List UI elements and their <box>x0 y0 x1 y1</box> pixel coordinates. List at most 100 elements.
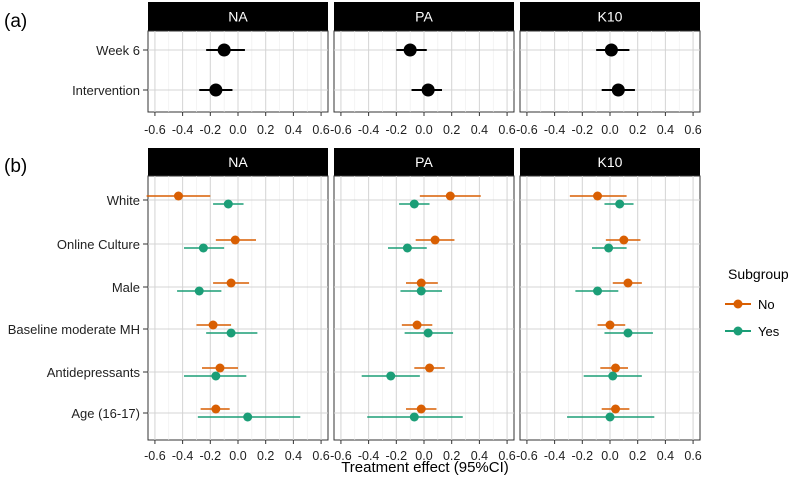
facet-label-b-na: NA <box>228 154 248 170</box>
x-tick-label: -0.4 <box>544 449 566 463</box>
point-estimate-yes <box>223 199 233 209</box>
point-estimate-yes <box>211 371 221 381</box>
x-tick-label: 0.6 <box>312 449 329 463</box>
point-estimate-yes <box>423 328 433 338</box>
x-tick-label: -0.4 <box>172 449 194 463</box>
point-estimate-no <box>605 320 615 330</box>
point-estimate-no <box>226 278 236 288</box>
point-estimate-yes <box>608 371 618 381</box>
y-category-label: Week 6 <box>96 43 140 58</box>
point-estimate-yes <box>386 371 396 381</box>
point-estimate-no <box>230 235 240 245</box>
x-tick-label: -0.6 <box>516 449 538 463</box>
point-estimate-no <box>416 404 426 414</box>
y-category-label: Age (16-17) <box>71 406 140 421</box>
point-estimate-yes <box>226 328 236 338</box>
x-tick-label: 0.6 <box>684 449 701 463</box>
x-tick-label: -0.2 <box>386 123 408 137</box>
point-estimate-no <box>619 235 629 245</box>
x-tick-label: 0.4 <box>657 123 674 137</box>
y-category-label: Baseline moderate MH <box>8 322 140 337</box>
facet-label-a-k10: K10 <box>598 9 623 25</box>
x-tick-label: 0.4 <box>471 449 488 463</box>
panel-label-b: (b) <box>4 156 27 177</box>
point-estimate-yes <box>604 243 614 253</box>
point-estimate-yes <box>605 412 615 422</box>
x-tick-label: -0.2 <box>386 449 408 463</box>
x-tick-label: 0.4 <box>285 123 302 137</box>
point-estimate-overall <box>403 43 417 57</box>
x-tick-label: 0.2 <box>443 449 460 463</box>
point-estimate-yes <box>623 328 633 338</box>
point-estimate-no <box>173 191 183 201</box>
point-estimate-yes <box>416 286 426 296</box>
y-category-label: Antidepressants <box>47 365 141 380</box>
facet-label-a-na: NA <box>228 9 248 25</box>
x-tick-label: -0.2 <box>200 123 222 137</box>
facet-strip-b-pa <box>334 148 514 176</box>
x-tick-label: 0.0 <box>601 449 618 463</box>
x-tick-label: -0.4 <box>358 449 380 463</box>
x-tick-label: 0.0 <box>415 449 432 463</box>
x-tick-label: 0.2 <box>443 123 460 137</box>
x-tick-label: 0.2 <box>629 123 646 137</box>
point-estimate-no <box>593 191 603 201</box>
y-category-label: Online Culture <box>57 237 140 252</box>
point-estimate-yes <box>243 412 253 422</box>
x-tick-label: 0.0 <box>601 123 618 137</box>
point-estimate-yes <box>409 199 419 209</box>
facet-strip-a-pa <box>334 2 514 31</box>
point-estimate-yes <box>198 243 208 253</box>
point-estimate-yes <box>409 412 419 422</box>
legend: Subgroup No Yes <box>725 266 789 339</box>
x-tick-label: -0.2 <box>572 449 594 463</box>
x-tick-label: -0.6 <box>330 123 352 137</box>
x-tick-label: 0.6 <box>498 449 515 463</box>
facet-label-a-pa: PA <box>415 9 433 25</box>
facet-label-b-k10: K10 <box>598 154 623 170</box>
point-estimate-no <box>211 404 221 414</box>
y-category-label: Male <box>112 280 140 295</box>
x-tick-label: -0.6 <box>516 123 538 137</box>
legend-yes-label: Yes <box>758 324 780 339</box>
point-estimate-yes <box>593 286 603 296</box>
x-tick-label: 0.2 <box>257 449 274 463</box>
facet-strip-b-k10 <box>520 148 700 176</box>
facet-strip-a-na <box>148 2 328 31</box>
x-tick-label: 0.2 <box>629 449 646 463</box>
point-estimate-no <box>416 278 426 288</box>
point-estimate-yes <box>402 243 412 253</box>
point-estimate-overall <box>421 83 435 97</box>
point-estimate-overall <box>209 83 223 97</box>
point-estimate-no <box>430 235 440 245</box>
x-tick-label: 0.0 <box>229 123 246 137</box>
x-tick-label: 0.0 <box>415 123 432 137</box>
panel-label-a: (a) <box>4 11 27 32</box>
legend-no-marker <box>733 299 743 309</box>
legend-yes-marker <box>733 326 743 336</box>
x-tick-label: 0.4 <box>285 449 302 463</box>
x-tick-label: 0.6 <box>498 123 515 137</box>
point-estimate-overall <box>217 43 231 57</box>
x-tick-label: 0.4 <box>657 449 674 463</box>
x-tick-label: -0.6 <box>144 449 166 463</box>
point-estimate-yes <box>615 199 625 209</box>
legend-title: Subgroup <box>728 266 789 282</box>
point-estimate-no <box>623 278 633 288</box>
facet-label-b-pa: PA <box>415 154 433 170</box>
y-category-label: White <box>107 193 140 208</box>
x-tick-label: -0.6 <box>330 449 352 463</box>
point-estimate-no <box>425 363 435 373</box>
x-tick-label: 0.0 <box>229 449 246 463</box>
x-tick-label: -0.2 <box>572 123 594 137</box>
point-estimate-no <box>412 320 422 330</box>
legend-no-label: No <box>758 297 775 312</box>
facet-strip-a-k10 <box>520 2 700 31</box>
x-axis-label: Treatment effect (95%CI) <box>341 459 509 476</box>
point-estimate-overall <box>611 83 625 97</box>
y-category-label: Intervention <box>72 83 140 98</box>
facet-strip-b-na <box>148 148 328 176</box>
point-estimate-no <box>215 363 225 373</box>
x-tick-label: 0.6 <box>312 123 329 137</box>
point-estimate-yes <box>194 286 204 296</box>
